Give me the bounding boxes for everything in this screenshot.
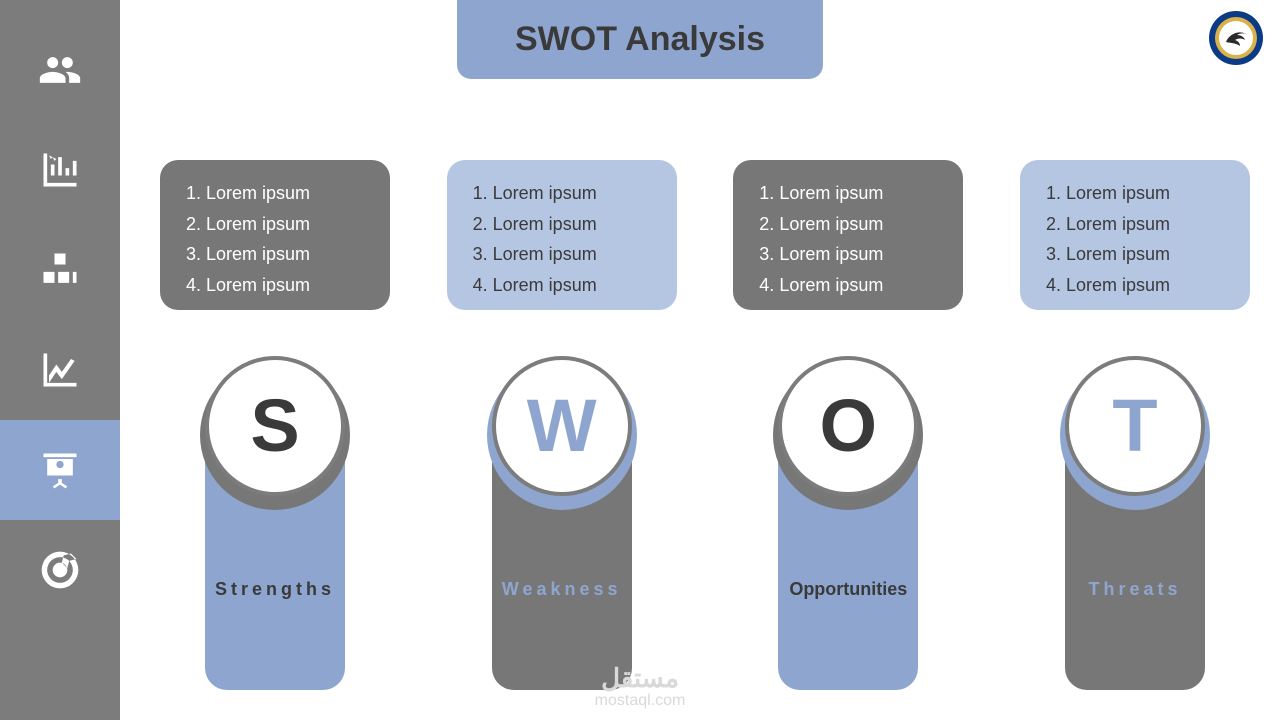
swot-list-item: Lorem ipsum <box>779 270 939 301</box>
swot-list-item: Lorem ipsum <box>493 178 653 209</box>
sidebar <box>0 0 120 720</box>
brand-logo <box>1208 10 1264 66</box>
swot-pillar: W Weakness <box>447 360 677 690</box>
pillar-letter: W <box>527 389 597 463</box>
pillar-row: S Strengths W Weakness O Opportunities T Threat… <box>160 360 1250 690</box>
swot-pillar: O Opportunities <box>733 360 963 690</box>
bar-chart-icon <box>38 148 82 192</box>
swot-list: Lorem ipsumLorem ipsumLorem ipsumLorem i… <box>1044 178 1226 300</box>
swot-list-box: Lorem ipsumLorem ipsumLorem ipsumLorem i… <box>447 160 677 310</box>
pillar-circle: S <box>205 356 345 496</box>
swot-pillar: S Strengths <box>160 360 390 690</box>
pillar-label-wrap: Threats <box>1020 579 1250 600</box>
swot-list-item: Lorem ipsum <box>1066 270 1226 301</box>
pillar-circle: O <box>778 356 918 496</box>
swot-list-item: Lorem ipsum <box>206 239 366 270</box>
pillar-label: Opportunities <box>789 579 907 599</box>
list-row: Lorem ipsumLorem ipsumLorem ipsumLorem i… <box>160 160 1250 310</box>
swot-list: Lorem ipsumLorem ipsumLorem ipsumLorem i… <box>471 178 653 300</box>
sidebar-item-barchart[interactable] <box>0 120 120 220</box>
swot-list-item: Lorem ipsum <box>1066 178 1226 209</box>
presentation-icon <box>38 448 82 492</box>
swot-pillar: T Threats <box>1020 360 1250 690</box>
sidebar-item-presentation[interactable] <box>0 420 120 520</box>
sidebar-item-target[interactable] <box>0 520 120 620</box>
sidebar-item-linechart[interactable] <box>0 320 120 420</box>
pillar-label: Strengths <box>215 579 335 599</box>
swot-list: Lorem ipsumLorem ipsumLorem ipsumLorem i… <box>184 178 366 300</box>
pillar-letter: S <box>250 389 299 463</box>
swot-list-item: Lorem ipsum <box>493 209 653 240</box>
pillar-letter: O <box>820 389 878 463</box>
pillar-label: Weakness <box>502 579 622 599</box>
pillar-label-wrap: Weakness <box>447 579 677 600</box>
pillar-label-wrap: Opportunities <box>733 579 963 600</box>
page-title: SWOT Analysis <box>457 0 823 79</box>
swot-list-box: Lorem ipsumLorem ipsumLorem ipsumLorem i… <box>733 160 963 310</box>
swot-list: Lorem ipsumLorem ipsumLorem ipsumLorem i… <box>757 178 939 300</box>
swot-list-item: Lorem ipsum <box>1066 209 1226 240</box>
sidebar-item-people[interactable] <box>0 20 120 120</box>
pillar-label: Threats <box>1088 579 1181 599</box>
target-icon <box>38 548 82 592</box>
swot-content: Lorem ipsumLorem ipsumLorem ipsumLorem i… <box>160 160 1250 700</box>
people-icon <box>38 48 82 92</box>
swot-list-item: Lorem ipsum <box>206 270 366 301</box>
swot-list-item: Lorem ipsum <box>779 178 939 209</box>
boxes-icon <box>38 248 82 292</box>
swot-list-item: Lorem ipsum <box>493 239 653 270</box>
swot-list-item: Lorem ipsum <box>1066 239 1226 270</box>
pillar-circle: T <box>1065 356 1205 496</box>
pillar-letter: T <box>1112 389 1157 463</box>
pillar-circle: W <box>492 356 632 496</box>
sidebar-item-boxes[interactable] <box>0 220 120 320</box>
swot-list-item: Lorem ipsum <box>779 239 939 270</box>
swot-list-box: Lorem ipsumLorem ipsumLorem ipsumLorem i… <box>160 160 390 310</box>
swot-list-item: Lorem ipsum <box>493 270 653 301</box>
line-chart-icon <box>38 348 82 392</box>
swot-list-item: Lorem ipsum <box>206 178 366 209</box>
swot-list-item: Lorem ipsum <box>779 209 939 240</box>
swot-list-box: Lorem ipsumLorem ipsumLorem ipsumLorem i… <box>1020 160 1250 310</box>
swot-list-item: Lorem ipsum <box>206 209 366 240</box>
pillar-label-wrap: Strengths <box>160 579 390 600</box>
